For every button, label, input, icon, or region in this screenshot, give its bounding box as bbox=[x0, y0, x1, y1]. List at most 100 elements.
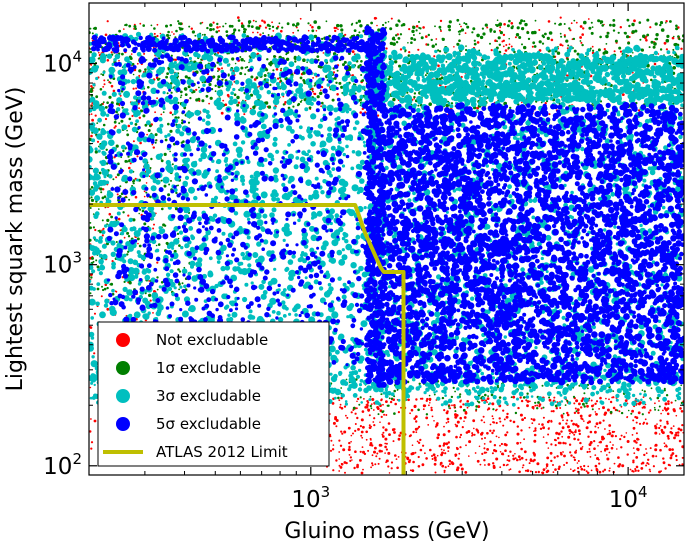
scatter-point bbox=[665, 22, 667, 24]
scatter-point bbox=[580, 41, 583, 44]
scatter-point bbox=[548, 113, 551, 116]
scatter-point bbox=[330, 145, 336, 151]
scatter-point bbox=[107, 190, 111, 195]
scatter-point bbox=[150, 24, 153, 27]
scatter-point bbox=[250, 75, 254, 79]
scatter-point bbox=[298, 125, 303, 130]
scatter-point bbox=[135, 273, 139, 277]
scatter-point bbox=[239, 56, 242, 58]
scatter-point bbox=[384, 428, 388, 432]
scatter-point bbox=[316, 95, 320, 99]
scatter-point bbox=[439, 28, 442, 31]
scatter-point bbox=[411, 452, 415, 455]
scatter-point bbox=[552, 410, 555, 413]
scatter-point bbox=[502, 424, 505, 427]
scatter-point bbox=[134, 195, 138, 199]
scatter-point bbox=[360, 418, 364, 422]
scatter-point bbox=[589, 414, 592, 416]
scatter-point bbox=[273, 106, 277, 110]
scatter-point bbox=[443, 409, 446, 412]
scatter-point bbox=[322, 141, 327, 146]
scatter-point bbox=[566, 58, 569, 61]
scatter-point bbox=[107, 79, 109, 82]
scatter-point bbox=[307, 133, 313, 139]
scatter-point bbox=[188, 25, 191, 28]
scatter-point bbox=[360, 320, 368, 328]
scatter-point bbox=[195, 88, 198, 91]
scatter-point bbox=[450, 395, 454, 399]
scatter-point bbox=[460, 467, 464, 471]
scatter-point bbox=[102, 86, 105, 88]
scatter-point bbox=[662, 461, 666, 465]
scatter-point bbox=[586, 450, 589, 454]
scatter-point bbox=[568, 27, 571, 30]
scatter-point bbox=[486, 397, 490, 400]
scatter-point bbox=[133, 111, 139, 118]
scatter-point bbox=[189, 88, 193, 93]
scatter-point bbox=[436, 436, 440, 440]
scatter-point bbox=[181, 282, 184, 285]
scatter-point bbox=[529, 400, 531, 403]
scatter-point bbox=[144, 274, 151, 281]
scatter-point bbox=[129, 121, 134, 126]
scatter-point bbox=[382, 426, 385, 429]
scatter-point bbox=[357, 428, 360, 431]
scatter-point bbox=[663, 54, 665, 56]
scatter-point bbox=[492, 417, 495, 420]
scatter-point bbox=[151, 143, 154, 146]
scatter-point bbox=[634, 469, 637, 472]
scatter-point bbox=[287, 143, 291, 147]
scatter-point bbox=[648, 468, 651, 471]
scatter-point bbox=[672, 66, 676, 70]
scatter-point bbox=[425, 413, 429, 416]
scatter-point bbox=[557, 432, 561, 436]
scatter-point bbox=[160, 159, 164, 163]
scatter-point bbox=[241, 33, 247, 38]
scatter-point bbox=[143, 52, 146, 55]
scatter-point bbox=[610, 401, 613, 404]
scatter-point bbox=[354, 423, 357, 425]
scatter-point bbox=[509, 450, 512, 453]
scatter-point bbox=[119, 185, 122, 188]
scatter-point bbox=[91, 65, 99, 73]
scatter-point bbox=[418, 32, 421, 35]
scatter-point bbox=[460, 399, 462, 402]
scatter-point bbox=[448, 28, 451, 32]
scatter-point bbox=[396, 466, 399, 470]
scatter-point bbox=[92, 260, 95, 263]
scatter-point bbox=[360, 471, 364, 475]
scatter-point bbox=[495, 435, 498, 438]
scatter-point bbox=[484, 399, 488, 402]
scatter-point bbox=[618, 410, 621, 413]
scatter-point bbox=[370, 403, 373, 405]
scatter-point bbox=[169, 24, 173, 27]
scatter-point bbox=[196, 53, 201, 58]
scatter-point bbox=[669, 20, 672, 23]
scatter-point bbox=[460, 25, 462, 28]
scatter-point bbox=[380, 415, 383, 418]
scatter-point bbox=[248, 55, 251, 57]
scatter-point bbox=[455, 424, 459, 428]
scatter-point bbox=[666, 434, 670, 438]
scatter-point bbox=[642, 34, 646, 39]
scatter-point bbox=[427, 424, 430, 426]
scatter-point bbox=[169, 269, 174, 274]
scatter-point bbox=[155, 139, 158, 142]
scatter-point bbox=[381, 433, 384, 436]
scatter-point bbox=[598, 421, 602, 425]
scatter-point bbox=[482, 415, 485, 418]
scatter-point bbox=[411, 444, 414, 447]
scatter-point bbox=[542, 468, 546, 471]
scatter-point bbox=[542, 426, 545, 430]
scatter-point bbox=[92, 83, 96, 87]
scatter-point bbox=[492, 421, 495, 424]
scatter-point bbox=[189, 260, 196, 267]
scatter-point bbox=[459, 433, 463, 436]
scatter-point bbox=[510, 22, 514, 25]
scatter-point bbox=[255, 20, 257, 23]
scatter-point bbox=[664, 445, 666, 448]
scatter-point bbox=[349, 456, 352, 459]
scatter-point bbox=[325, 20, 328, 23]
scatter-point bbox=[538, 423, 540, 425]
scatter-point bbox=[320, 105, 322, 108]
